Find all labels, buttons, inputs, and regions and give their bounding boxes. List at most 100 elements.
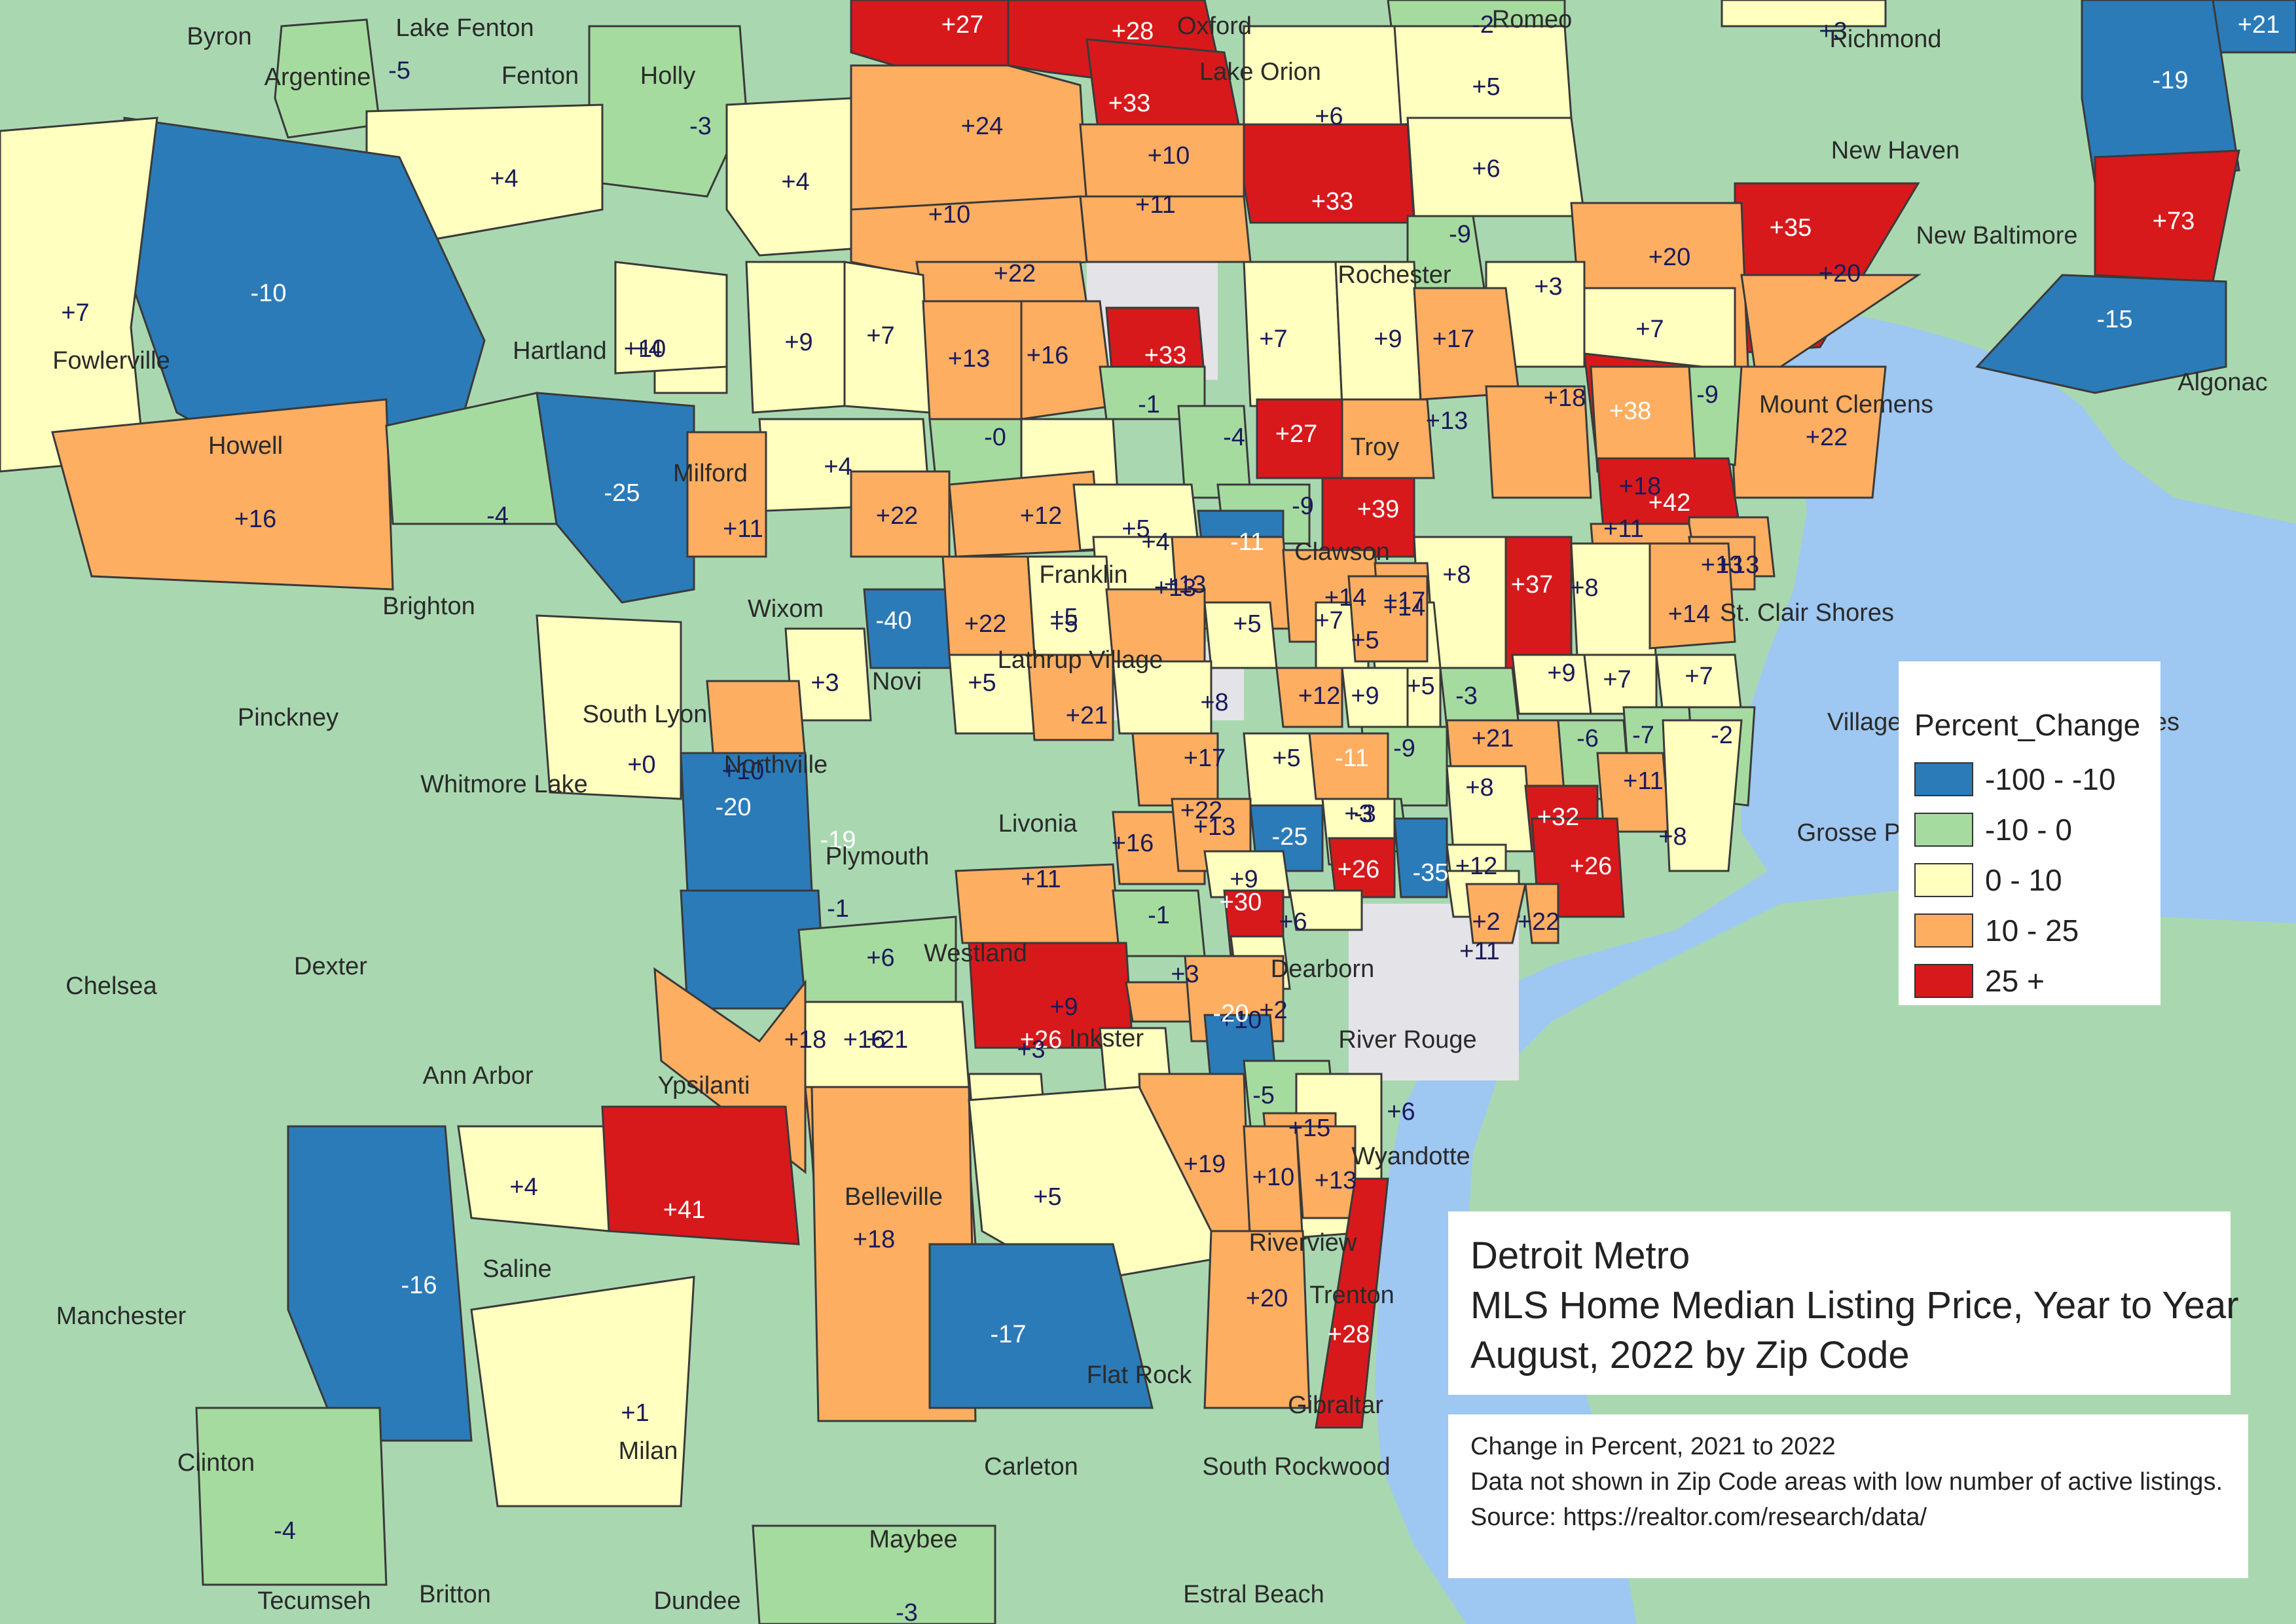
zip-code-value-label: +22: [994, 260, 1036, 287]
legend-item: -100 - -10: [1914, 756, 2115, 802]
zip-code-value-label: +39: [1357, 496, 1399, 523]
zip-code-value-label: -20: [716, 794, 752, 821]
city-label: Milan: [619, 1437, 678, 1465]
zip-code-value-label: +33: [1144, 342, 1186, 369]
zip-code-value-label: +21: [2238, 11, 2280, 39]
zip-code-value-label: +37: [1511, 571, 1553, 599]
zip-code-value-label: +7: [1315, 607, 1343, 635]
city-label: Carleton: [984, 1453, 1078, 1481]
zip-code-value-label: +27: [941, 11, 983, 39]
city-label: Holly: [640, 62, 695, 90]
map-title-line: MLS Home Median Listing Price, Year to Y…: [1470, 1284, 2239, 1327]
zip-code-value-label: +16: [234, 506, 276, 533]
zip-code-value-label: +14: [1668, 600, 1710, 628]
city-label: New Haven: [1831, 137, 1959, 164]
zip-code-value-label: +12: [1455, 853, 1497, 880]
zip-code-area: [274, 18, 381, 139]
zip-code-value-label: +5: [1406, 673, 1434, 700]
zip-code-area: [287, 1125, 473, 1442]
zip-code-value-label: +33: [1311, 188, 1353, 215]
zip-code-area: [1570, 542, 1658, 669]
zip-code-value-label: +28: [1112, 18, 1154, 45]
zip-code-area: [1439, 667, 1520, 728]
zip-code-value-label: +10: [1220, 1006, 1262, 1034]
city-label: Manchester: [56, 1302, 187, 1330]
zip-code-value-label: +35: [1770, 214, 1812, 242]
map-note: Data not shown in Zip Code areas with lo…: [1470, 1468, 2223, 1496]
city-label: Wyandotte: [1351, 1143, 1470, 1170]
zip-code-value-label: +4: [781, 168, 809, 196]
city-label: Flat Rock: [1087, 1361, 1192, 1389]
zip-code-value-label: -11: [1335, 745, 1369, 772]
legend-swatch: [1914, 964, 1973, 998]
zip-code-value-label: +41: [663, 1196, 705, 1224]
zip-code-value-label: -25: [1272, 823, 1308, 851]
map-note: Source: https://realtor.com/research/dat…: [1470, 1504, 1927, 1531]
zip-code-value-label: -9: [1292, 492, 1314, 520]
city-label: Wixom: [748, 595, 824, 623]
zip-code-value-label: -5: [388, 57, 410, 84]
city-label: New Baltimore: [1916, 222, 2077, 249]
zip-code-value-label: +5: [1033, 1183, 1061, 1211]
zip-code-value-label: -40: [876, 607, 912, 635]
zip-code-value-label: +10: [1148, 142, 1190, 170]
zip-code-value-label: +30: [1220, 889, 1262, 916]
city-label: Fowlerville: [52, 347, 170, 375]
legend-label: -10 - 0: [1985, 813, 2072, 847]
city-label: Richmond: [1829, 26, 1941, 53]
zip-code-value-label: -9: [1696, 381, 1719, 409]
zip-code-area: [1662, 719, 1743, 872]
zip-code-value-label: +3: [1534, 273, 1562, 301]
city-label: Livonia: [998, 810, 1078, 838]
zip-code-area: [725, 97, 852, 257]
zip-code-area: [470, 1276, 695, 1507]
zip-code-value-label: +33: [1108, 90, 1150, 117]
zip-code-value-label: +26: [1338, 856, 1379, 883]
zip-code-area: [1243, 123, 1415, 224]
zip-code-value-label: +6: [1279, 908, 1307, 936]
city-label: Inkster: [1069, 1025, 1144, 1052]
zip-code-value-label: +13: [1426, 407, 1468, 435]
zip-code-area: [1328, 837, 1396, 898]
legend-title: Percent_Change: [1914, 708, 2141, 742]
map-title-box: Detroit Metro MLS Home Median Listing Pr…: [1448, 1211, 2239, 1395]
zip-code-value-label: +13: [1701, 551, 1743, 579]
zip-code-area: [1524, 883, 1559, 944]
city-label: Milford: [673, 460, 748, 487]
zip-code-value-label: +11: [1603, 515, 1644, 543]
zip-code-value-label: +10: [1252, 1164, 1294, 1191]
zip-code-value-label: +19: [1184, 1151, 1226, 1178]
legend-swatch: [1914, 762, 1973, 796]
zip-code-value-label: +8: [1200, 689, 1228, 716]
zip-code-value-label: +4: [634, 335, 662, 363]
zip-code-value-label: +11: [723, 515, 763, 543]
zip-code-value-label: -0: [984, 424, 1006, 451]
city-label: Byron: [187, 23, 251, 50]
map-notes-box: Change in Percent, 2021 to 2022 Data not…: [1448, 1414, 2248, 1578]
zip-code-value-label: +8: [1442, 561, 1470, 589]
zip-code-area: [968, 1086, 1226, 1285]
zip-code-value-label: +7: [1603, 666, 1631, 693]
zip-code-value-label: +22: [1180, 797, 1222, 824]
city-label: Romeo: [1492, 6, 1573, 33]
city-label: Novi: [872, 668, 922, 695]
city-label: Mount Clemens: [1759, 391, 1933, 418]
zip-code-value-label: -25: [604, 479, 640, 507]
zip-code-area: [1465, 883, 1527, 944]
zip-code-value-label: +5: [1472, 73, 1500, 101]
zip-code-value-label: +26: [1570, 853, 1612, 880]
zip-code-value-label: +13: [1194, 813, 1235, 841]
zip-code-value-label: +5: [1121, 515, 1150, 543]
zip-code-value-label: -16: [401, 1272, 437, 1299]
zip-code-value-label: +3: [1017, 1036, 1045, 1063]
zip-code-area: [51, 398, 394, 591]
zip-code-value-label: +9: [1049, 993, 1078, 1021]
zip-code-area: [1347, 575, 1429, 663]
zip-code-value-label: +73: [2153, 208, 2195, 235]
zip-code-area: [601, 1105, 800, 1246]
city-label: Tecumseh: [257, 1587, 371, 1615]
zip-code-value-label: +8: [1570, 574, 1598, 602]
city-label: Trenton: [1309, 1282, 1394, 1309]
city-label: Estral Beach: [1183, 1581, 1324, 1608]
